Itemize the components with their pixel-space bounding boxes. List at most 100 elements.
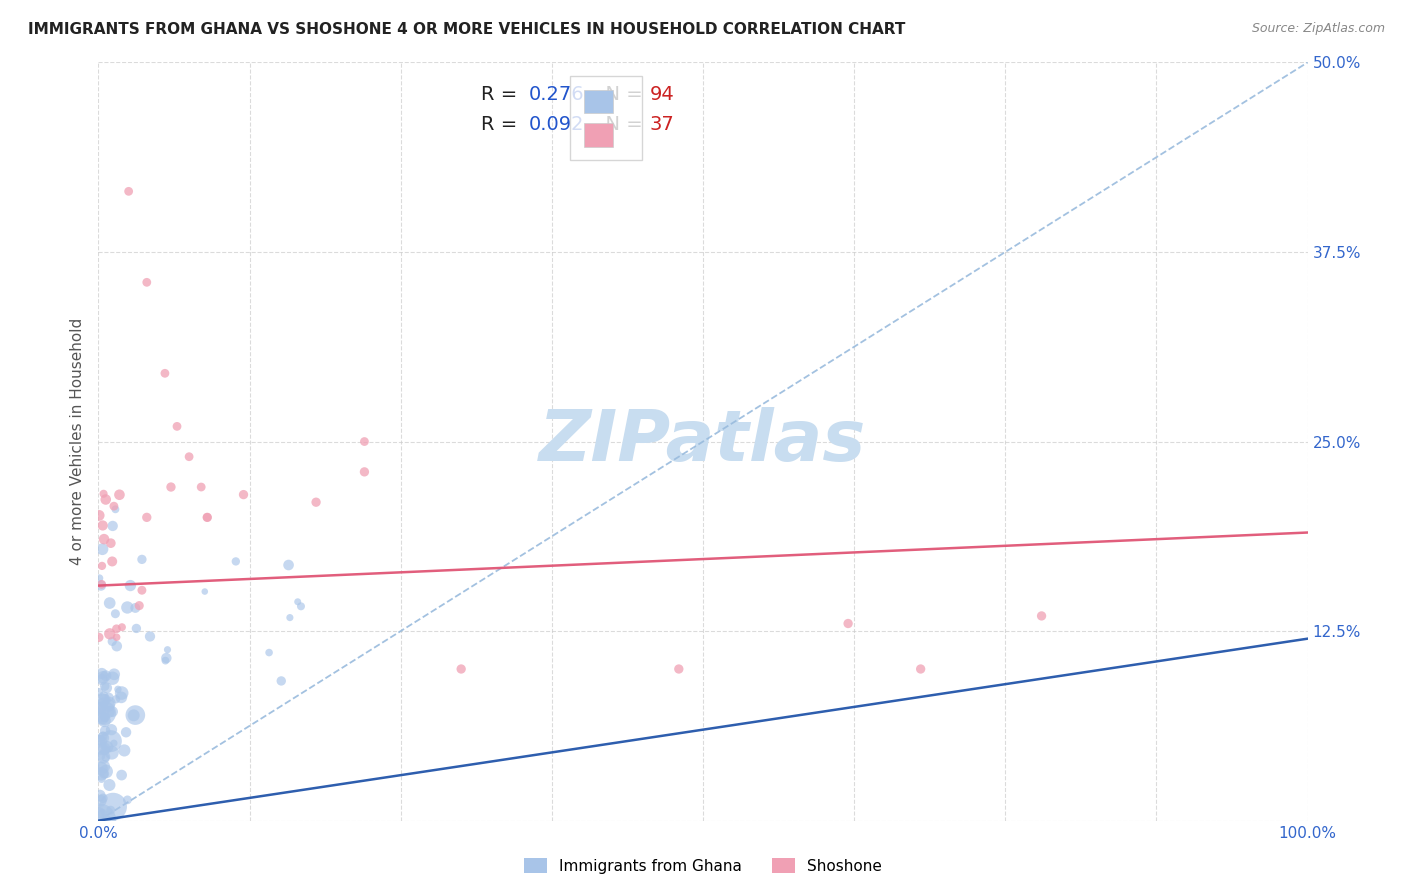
Text: R =: R = (481, 115, 523, 134)
Point (93, 706, 115, 720)
Point (90, 772, 112, 786)
Point (91, 670, 114, 684)
Point (100, 723, 122, 737)
Point (96, 681, 118, 695)
Point (232, 487, 254, 501)
Point (94, 764, 117, 779)
Point (93, 711, 115, 725)
Point (98, 596, 121, 610)
Point (450, 662, 472, 676)
Point (89, 508, 111, 523)
Point (90, 578, 112, 592)
Point (101, 705, 124, 719)
Point (89, 789, 111, 803)
Point (93, 487, 115, 501)
Point (1031, 608, 1053, 623)
Point (93, 679, 115, 693)
Point (90, 577, 112, 591)
Point (277, 558, 299, 572)
Point (98, 778, 121, 792)
Point (105, 630, 128, 644)
Point (100, 734, 122, 748)
Point (91, 729, 114, 743)
Point (93, 689, 115, 703)
Point (108, 488, 131, 502)
Point (98, 690, 121, 705)
Point (194, 584, 217, 599)
Point (107, 682, 129, 697)
Point (94, 492, 117, 507)
Point (353, 465, 375, 479)
Point (91, 711, 114, 725)
Point (290, 599, 312, 614)
Point (278, 610, 301, 624)
Point (101, 671, 124, 685)
Point (91, 693, 114, 707)
Point (122, 708, 145, 723)
Point (837, 616, 859, 631)
Point (103, 499, 125, 513)
Point (111, 620, 134, 634)
Point (100, 536, 122, 550)
Point (90, 794, 112, 808)
Point (94, 744, 117, 758)
Point (139, 630, 162, 644)
Point (100, 803, 122, 817)
Point (305, 495, 328, 509)
Point (153, 366, 176, 380)
Point (87, 701, 110, 715)
Point (105, 639, 128, 653)
Legend: , : , (571, 76, 643, 161)
Text: R =: R = (481, 85, 523, 103)
Point (93, 714, 115, 728)
Point (93, 693, 115, 707)
Point (90, 706, 112, 720)
Point (94, 750, 117, 764)
Point (89, 814, 111, 828)
Point (94, 710, 117, 724)
Point (125, 622, 148, 636)
Point (111, 768, 134, 782)
Point (117, 793, 139, 807)
Point (179, 450, 201, 464)
Text: 0.092: 0.092 (529, 115, 585, 134)
Text: ZIPatlas: ZIPatlas (540, 407, 866, 476)
Point (166, 419, 188, 434)
Point (89, 748, 111, 763)
Point (97, 705, 120, 719)
Point (90, 666, 112, 681)
Text: 0.276: 0.276 (529, 85, 585, 103)
Point (270, 673, 292, 688)
Point (90, 734, 112, 748)
Text: IMMIGRANTS FROM GHANA VS SHOSHONE 4 OR MORE VEHICLES IN HOUSEHOLD CORRELATION CH: IMMIGRANTS FROM GHANA VS SHOSHONE 4 OR M… (28, 22, 905, 37)
Point (105, 692, 128, 706)
Point (190, 480, 212, 494)
Point (93, 741, 115, 756)
Point (90, 673, 112, 687)
Point (195, 510, 218, 524)
Point (105, 622, 128, 636)
Point (97, 698, 120, 713)
Point (96, 739, 118, 754)
Point (98, 627, 121, 641)
Point (91, 542, 114, 557)
Point (89, 571, 111, 585)
Point (94, 669, 117, 683)
Point (87, 733, 110, 747)
Point (93, 750, 115, 764)
Point (101, 634, 124, 648)
Point (94, 813, 117, 827)
Point (131, 552, 153, 566)
Text: Source: ZipAtlas.com: Source: ZipAtlas.com (1251, 22, 1385, 36)
Point (135, 510, 157, 524)
Point (101, 519, 124, 533)
Point (104, 607, 127, 621)
Point (93, 759, 115, 773)
Point (120, 578, 142, 592)
Point (668, 662, 690, 676)
Text: 94: 94 (650, 85, 675, 103)
Point (101, 746, 124, 760)
Point (225, 554, 247, 568)
Point (287, 595, 309, 609)
Point (124, 601, 146, 615)
